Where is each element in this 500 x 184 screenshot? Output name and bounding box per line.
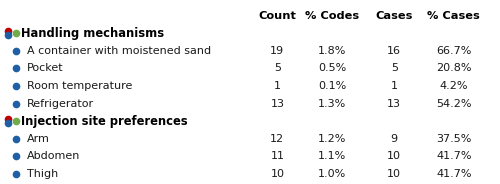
Text: 10: 10	[387, 169, 401, 179]
Text: 41.7%: 41.7%	[436, 169, 472, 179]
Text: Handling mechanisms: Handling mechanisms	[22, 27, 165, 40]
Text: 19: 19	[270, 46, 284, 56]
Text: 4.2%: 4.2%	[440, 81, 468, 91]
Text: 5: 5	[390, 63, 398, 73]
Text: Arm: Arm	[27, 134, 50, 144]
Text: 13: 13	[387, 99, 401, 109]
Text: 0.1%: 0.1%	[318, 81, 346, 91]
Text: 20.8%: 20.8%	[436, 63, 472, 73]
Text: % Codes: % Codes	[305, 11, 359, 21]
Text: Refrigerator: Refrigerator	[27, 99, 94, 109]
Text: 54.2%: 54.2%	[436, 99, 472, 109]
Text: 10: 10	[387, 151, 401, 161]
Text: Abdomen: Abdomen	[27, 151, 80, 161]
Text: 1.8%: 1.8%	[318, 46, 346, 56]
Text: 12: 12	[270, 134, 284, 144]
Text: 0.5%: 0.5%	[318, 63, 346, 73]
Text: 1: 1	[274, 81, 281, 91]
Text: 9: 9	[390, 134, 398, 144]
Text: 1: 1	[390, 81, 398, 91]
Text: Cases: Cases	[376, 11, 413, 21]
Text: % Cases: % Cases	[428, 11, 480, 21]
Text: Injection site preferences: Injection site preferences	[22, 115, 188, 128]
Text: 5: 5	[274, 63, 281, 73]
Text: Thigh: Thigh	[27, 169, 58, 179]
Text: Count: Count	[258, 11, 296, 21]
Text: Room temperature: Room temperature	[27, 81, 132, 91]
Text: 41.7%: 41.7%	[436, 151, 472, 161]
Text: 16: 16	[387, 46, 401, 56]
Text: 1.2%: 1.2%	[318, 134, 346, 144]
Text: 1.3%: 1.3%	[318, 99, 346, 109]
Text: 10: 10	[270, 169, 284, 179]
Text: 13: 13	[270, 99, 284, 109]
Text: Pocket: Pocket	[27, 63, 64, 73]
Text: 11: 11	[270, 151, 284, 161]
Text: 1.1%: 1.1%	[318, 151, 346, 161]
Text: 37.5%: 37.5%	[436, 134, 472, 144]
Text: 1.0%: 1.0%	[318, 169, 346, 179]
Text: 66.7%: 66.7%	[436, 46, 472, 56]
Text: A container with moistened sand: A container with moistened sand	[27, 46, 212, 56]
